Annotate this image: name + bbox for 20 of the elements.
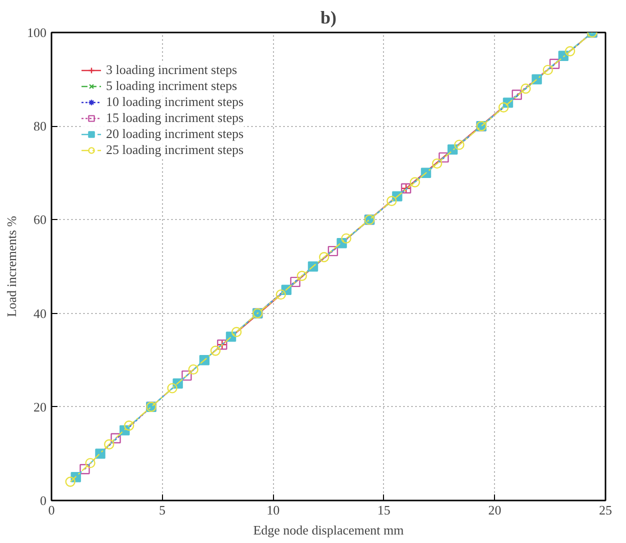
legend-label: 5 loading incriment steps xyxy=(106,78,238,94)
y-axis-title: Load increments % xyxy=(4,216,19,318)
legend-label: 3 loading incriment steps xyxy=(106,62,238,78)
y-tick-label: 20 xyxy=(34,399,46,414)
y-tick-label: 100 xyxy=(27,25,46,40)
y-tick-label: 80 xyxy=(34,118,46,134)
x-axis-title: Edge node displacement mm xyxy=(253,522,404,538)
legend-label: 20 loading incriment steps xyxy=(106,126,244,142)
x-tick-label: 15 xyxy=(377,502,390,518)
y-tick-label: 60 xyxy=(34,212,46,228)
x-tick-label: 25 xyxy=(599,502,612,518)
legend-label: 10 loading incriment steps xyxy=(106,94,244,110)
x-tick-label: 20 xyxy=(488,502,502,518)
y-tick-label: 0 xyxy=(40,493,46,508)
y-tick-label: 40 xyxy=(34,306,46,321)
x-tick-label: 5 xyxy=(159,502,166,518)
chart-title: b) xyxy=(320,8,337,28)
legend-label: 15 loading incriment steps xyxy=(106,110,244,126)
legend-label: 25 loading incriment steps xyxy=(106,142,244,158)
x-tick-label: 10 xyxy=(266,502,280,518)
